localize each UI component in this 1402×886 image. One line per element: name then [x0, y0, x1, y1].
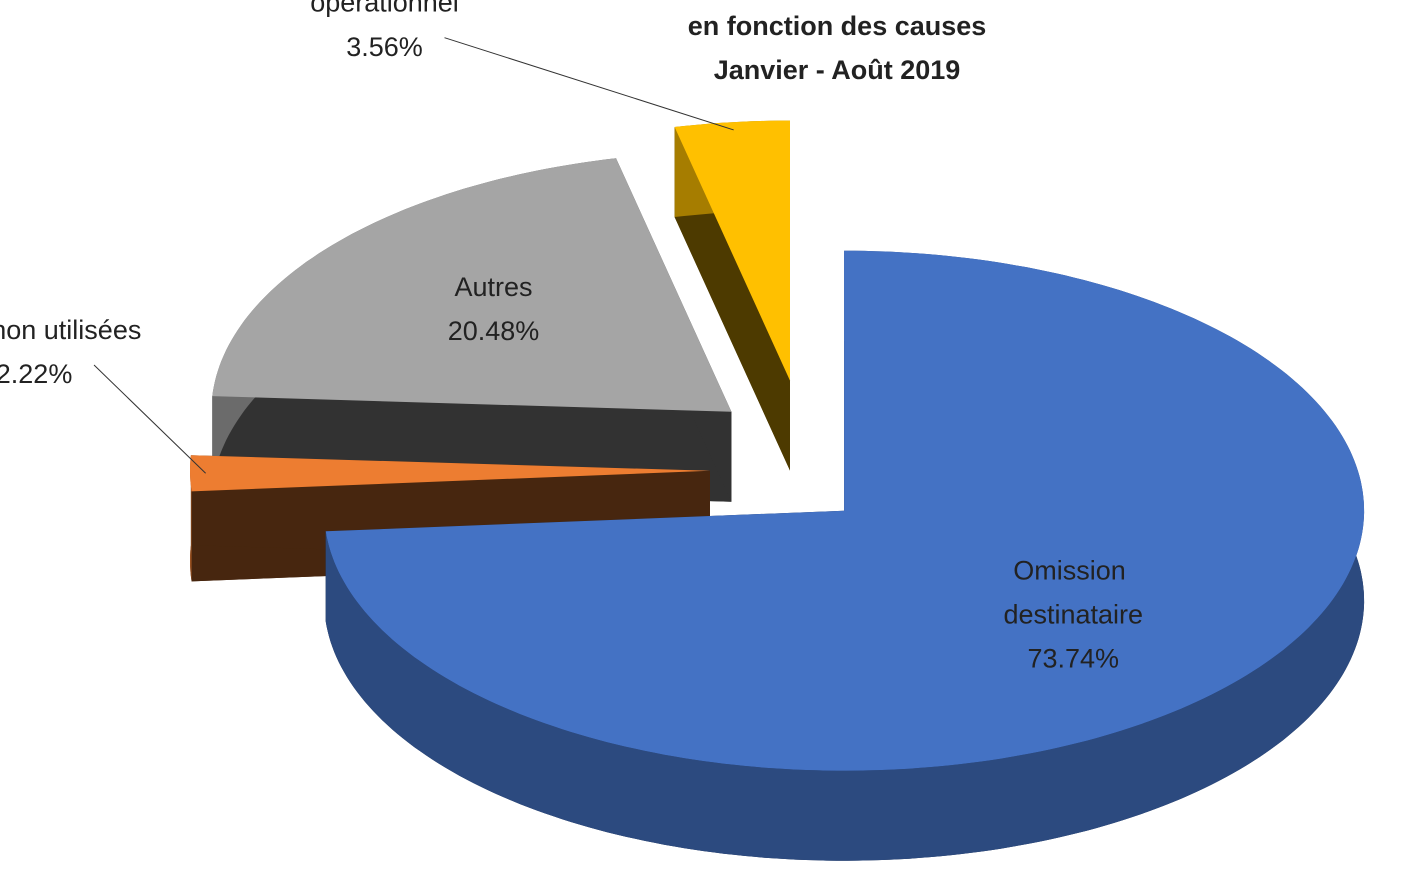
slice-top — [212, 158, 732, 412]
leader-line — [93, 364, 206, 474]
leader-line — [444, 37, 734, 131]
slice-top — [674, 120, 790, 381]
slice-label: ADC non utilisées — [0, 315, 141, 345]
slice-side — [190, 455, 192, 582]
slice — [212, 158, 732, 502]
slice — [674, 120, 790, 471]
slice-value-label: 2.22% — [0, 359, 72, 389]
chart-title: en fonction des causes — [688, 11, 987, 41]
chart-subtitle: Janvier - Août 2019 — [714, 55, 961, 85]
slice-top — [325, 250, 1365, 771]
slice-value-label: 20.48% — [448, 316, 540, 346]
slice-label: Pb technique et opérationnel — [287, 0, 482, 18]
slice-value-label: 73.74% — [1027, 644, 1119, 674]
slice — [325, 250, 1365, 861]
slice-top — [190, 455, 710, 492]
slice-value-label: 3.56% — [346, 32, 423, 62]
slice-label: Omission destinataire — [1003, 556, 1143, 630]
slice-label: Autres — [454, 272, 532, 302]
